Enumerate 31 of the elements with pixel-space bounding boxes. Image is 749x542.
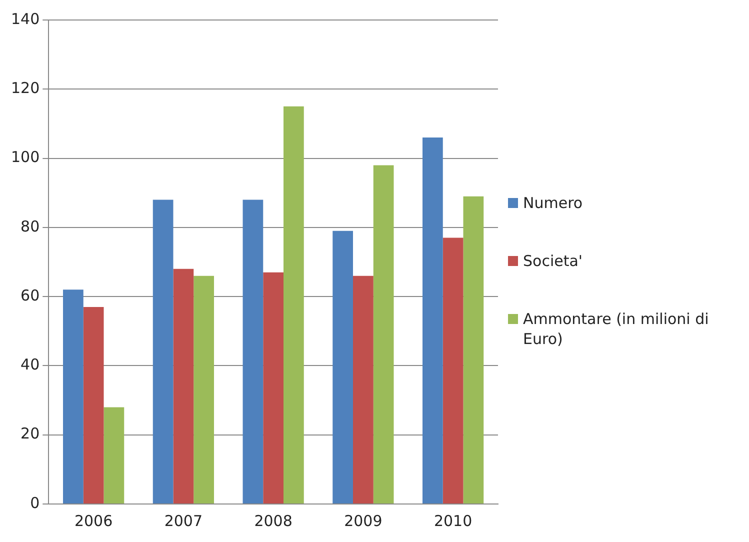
bar [373,165,394,504]
bar [194,276,214,504]
y-tick-label: 0 [30,494,40,512]
bar [63,290,84,504]
legend-label: Ammontare (in milioni di Euro) [523,309,710,349]
bar [263,272,284,504]
x-tick-label: 2009 [344,512,382,530]
y-tick-label: 120 [10,79,40,98]
y-tick-label: 100 [10,148,40,166]
bar [422,138,443,504]
y-tick-label: 140 [10,10,40,28]
bar [284,106,304,504]
bar [353,276,374,504]
bar [332,230,354,504]
x-tick-label: 2010 [434,512,472,530]
x-tick-label: 2008 [254,512,292,530]
x-tick-label: 2007 [164,512,203,530]
bar [442,238,464,504]
bar [242,200,264,504]
x-tick-label: 2006 [74,512,113,530]
legend-label: Numero [523,193,583,213]
y-tick-label: 60 [20,286,40,304]
y-tick-label: 40 [20,356,40,374]
legend-label: Societa' [523,251,583,271]
y-tick-label: 20 [20,424,40,443]
y-tick-label: 80 [20,217,40,236]
bar [152,200,174,504]
bar [463,196,484,504]
bar [83,306,104,504]
bar [173,268,194,504]
bar [104,407,124,504]
